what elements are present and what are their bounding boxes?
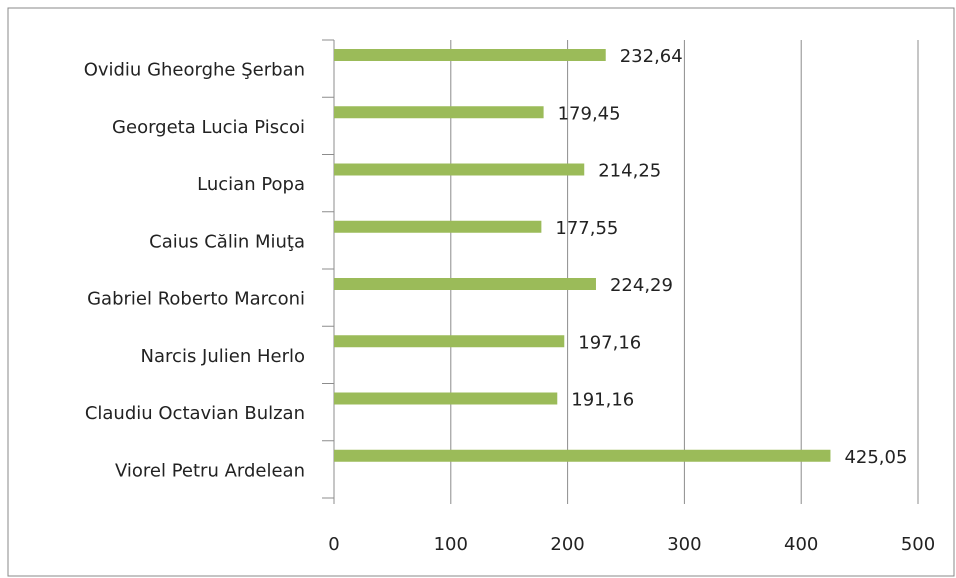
bar bbox=[334, 106, 544, 119]
x-tick-label: 100 bbox=[434, 534, 468, 555]
bar bbox=[334, 163, 585, 176]
x-tick-label: 300 bbox=[667, 534, 701, 555]
x-tick-label: 500 bbox=[901, 534, 935, 555]
y-tick-label: Narcis Julien Herlo bbox=[141, 346, 305, 367]
y-tick-label: Gabriel Roberto Marconi bbox=[87, 289, 305, 310]
y-tick-label: Ovidiu Gheorghe Şerban bbox=[84, 60, 305, 81]
y-tick-label: Caius Călin Miuţa bbox=[149, 231, 305, 252]
y-tick-label: Viorel Petru Ardelean bbox=[115, 460, 305, 481]
x-tick-label: 0 bbox=[328, 534, 339, 555]
bar bbox=[334, 392, 558, 405]
value-label: 197,16 bbox=[578, 332, 641, 353]
x-tick-label: 400 bbox=[784, 534, 818, 555]
value-label: 214,25 bbox=[598, 161, 661, 182]
y-tick-label: Lucian Popa bbox=[197, 174, 305, 195]
value-label: 425,05 bbox=[844, 447, 907, 468]
value-label: 224,29 bbox=[610, 275, 673, 296]
bar bbox=[334, 220, 542, 233]
y-tick-label: Georgeta Lucia Piscoi bbox=[112, 117, 305, 138]
bar bbox=[334, 278, 596, 290]
chart-frame bbox=[7, 7, 955, 577]
bar bbox=[334, 49, 606, 61]
bar bbox=[334, 449, 831, 462]
y-tick-label: Claudiu Octavian Bulzan bbox=[85, 403, 305, 424]
x-tick-label: 200 bbox=[550, 534, 584, 555]
value-label: 232,64 bbox=[620, 46, 683, 67]
value-label: 191,16 bbox=[571, 390, 634, 411]
value-label: 177,55 bbox=[555, 218, 618, 239]
value-label: 179,45 bbox=[558, 103, 621, 124]
bar bbox=[334, 335, 565, 348]
